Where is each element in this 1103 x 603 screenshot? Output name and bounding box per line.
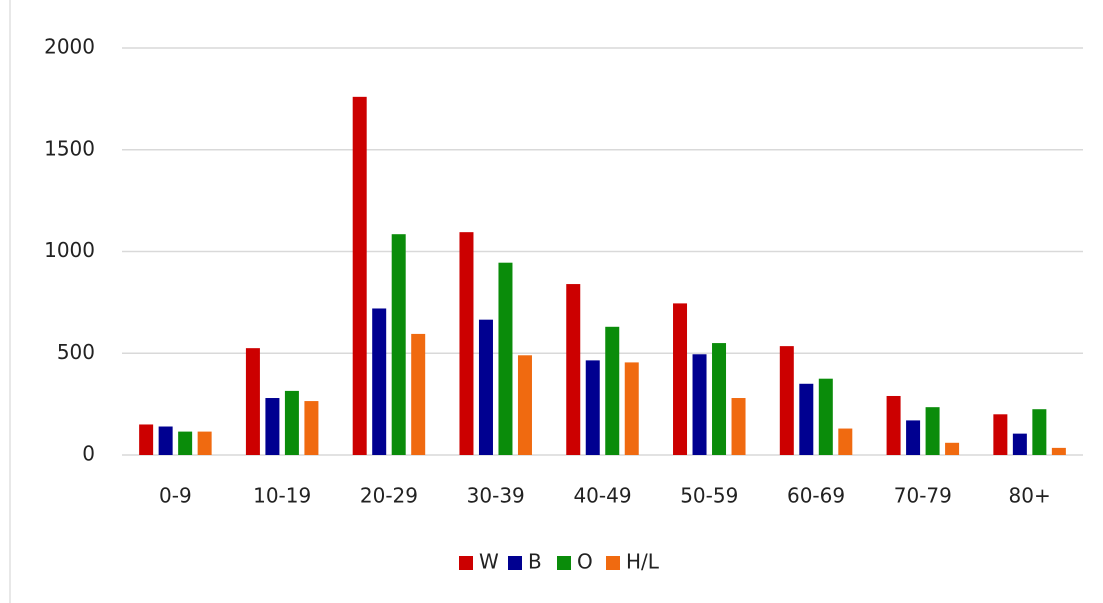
bar	[459, 232, 474, 455]
legend-label: W	[479, 550, 499, 574]
bar	[566, 284, 581, 455]
x-tick-label: 0-9	[159, 484, 192, 508]
bar	[945, 442, 960, 455]
legend-swatch	[557, 556, 571, 570]
bar	[925, 407, 940, 455]
legend-swatch	[606, 556, 620, 570]
bar	[517, 355, 532, 455]
bar	[391, 234, 406, 455]
bar	[197, 431, 212, 455]
bar	[585, 360, 600, 455]
bar	[372, 308, 387, 455]
legend-label: B	[528, 550, 542, 574]
legend-swatch	[459, 556, 473, 570]
bar	[993, 414, 1008, 455]
bar	[799, 383, 814, 455]
x-tick-label: 80+	[1009, 484, 1051, 508]
bar	[624, 362, 639, 455]
bar	[498, 262, 513, 455]
bar	[1012, 433, 1027, 455]
bar	[886, 395, 901, 455]
x-tick-label: 50-59	[680, 484, 738, 508]
y-tick-label: 0	[82, 442, 95, 466]
x-tick-label: 40-49	[573, 484, 631, 508]
bar	[838, 428, 853, 455]
bar	[139, 424, 154, 455]
y-tick-label: 1000	[44, 238, 95, 262]
bar	[265, 398, 280, 455]
bar	[673, 303, 688, 455]
x-tick-label: 60-69	[787, 484, 845, 508]
y-tick-label: 500	[57, 340, 95, 364]
bar	[605, 326, 620, 455]
bar	[178, 431, 193, 455]
x-tick-label: 70-79	[894, 484, 952, 508]
x-tick-label: 10-19	[253, 484, 311, 508]
bar	[692, 354, 707, 455]
legend-swatch	[508, 556, 522, 570]
bar	[779, 346, 794, 455]
bar	[352, 96, 367, 455]
y-tick-label: 2000	[44, 35, 95, 59]
bar	[284, 390, 299, 455]
bar	[245, 348, 260, 455]
bar	[158, 426, 173, 455]
y-tick-label: 1500	[44, 136, 95, 160]
bar	[731, 398, 746, 455]
legend-label: H/L	[626, 550, 660, 574]
legend-label: O	[577, 550, 593, 574]
bar	[304, 401, 319, 455]
bar	[1032, 409, 1047, 455]
bar	[411, 333, 426, 455]
bar	[906, 420, 921, 455]
bar	[1051, 447, 1066, 455]
bar	[478, 319, 493, 455]
bar	[818, 378, 833, 455]
bar	[712, 343, 727, 455]
x-tick-label: 30-39	[467, 484, 525, 508]
x-tick-label: 20-29	[360, 484, 418, 508]
